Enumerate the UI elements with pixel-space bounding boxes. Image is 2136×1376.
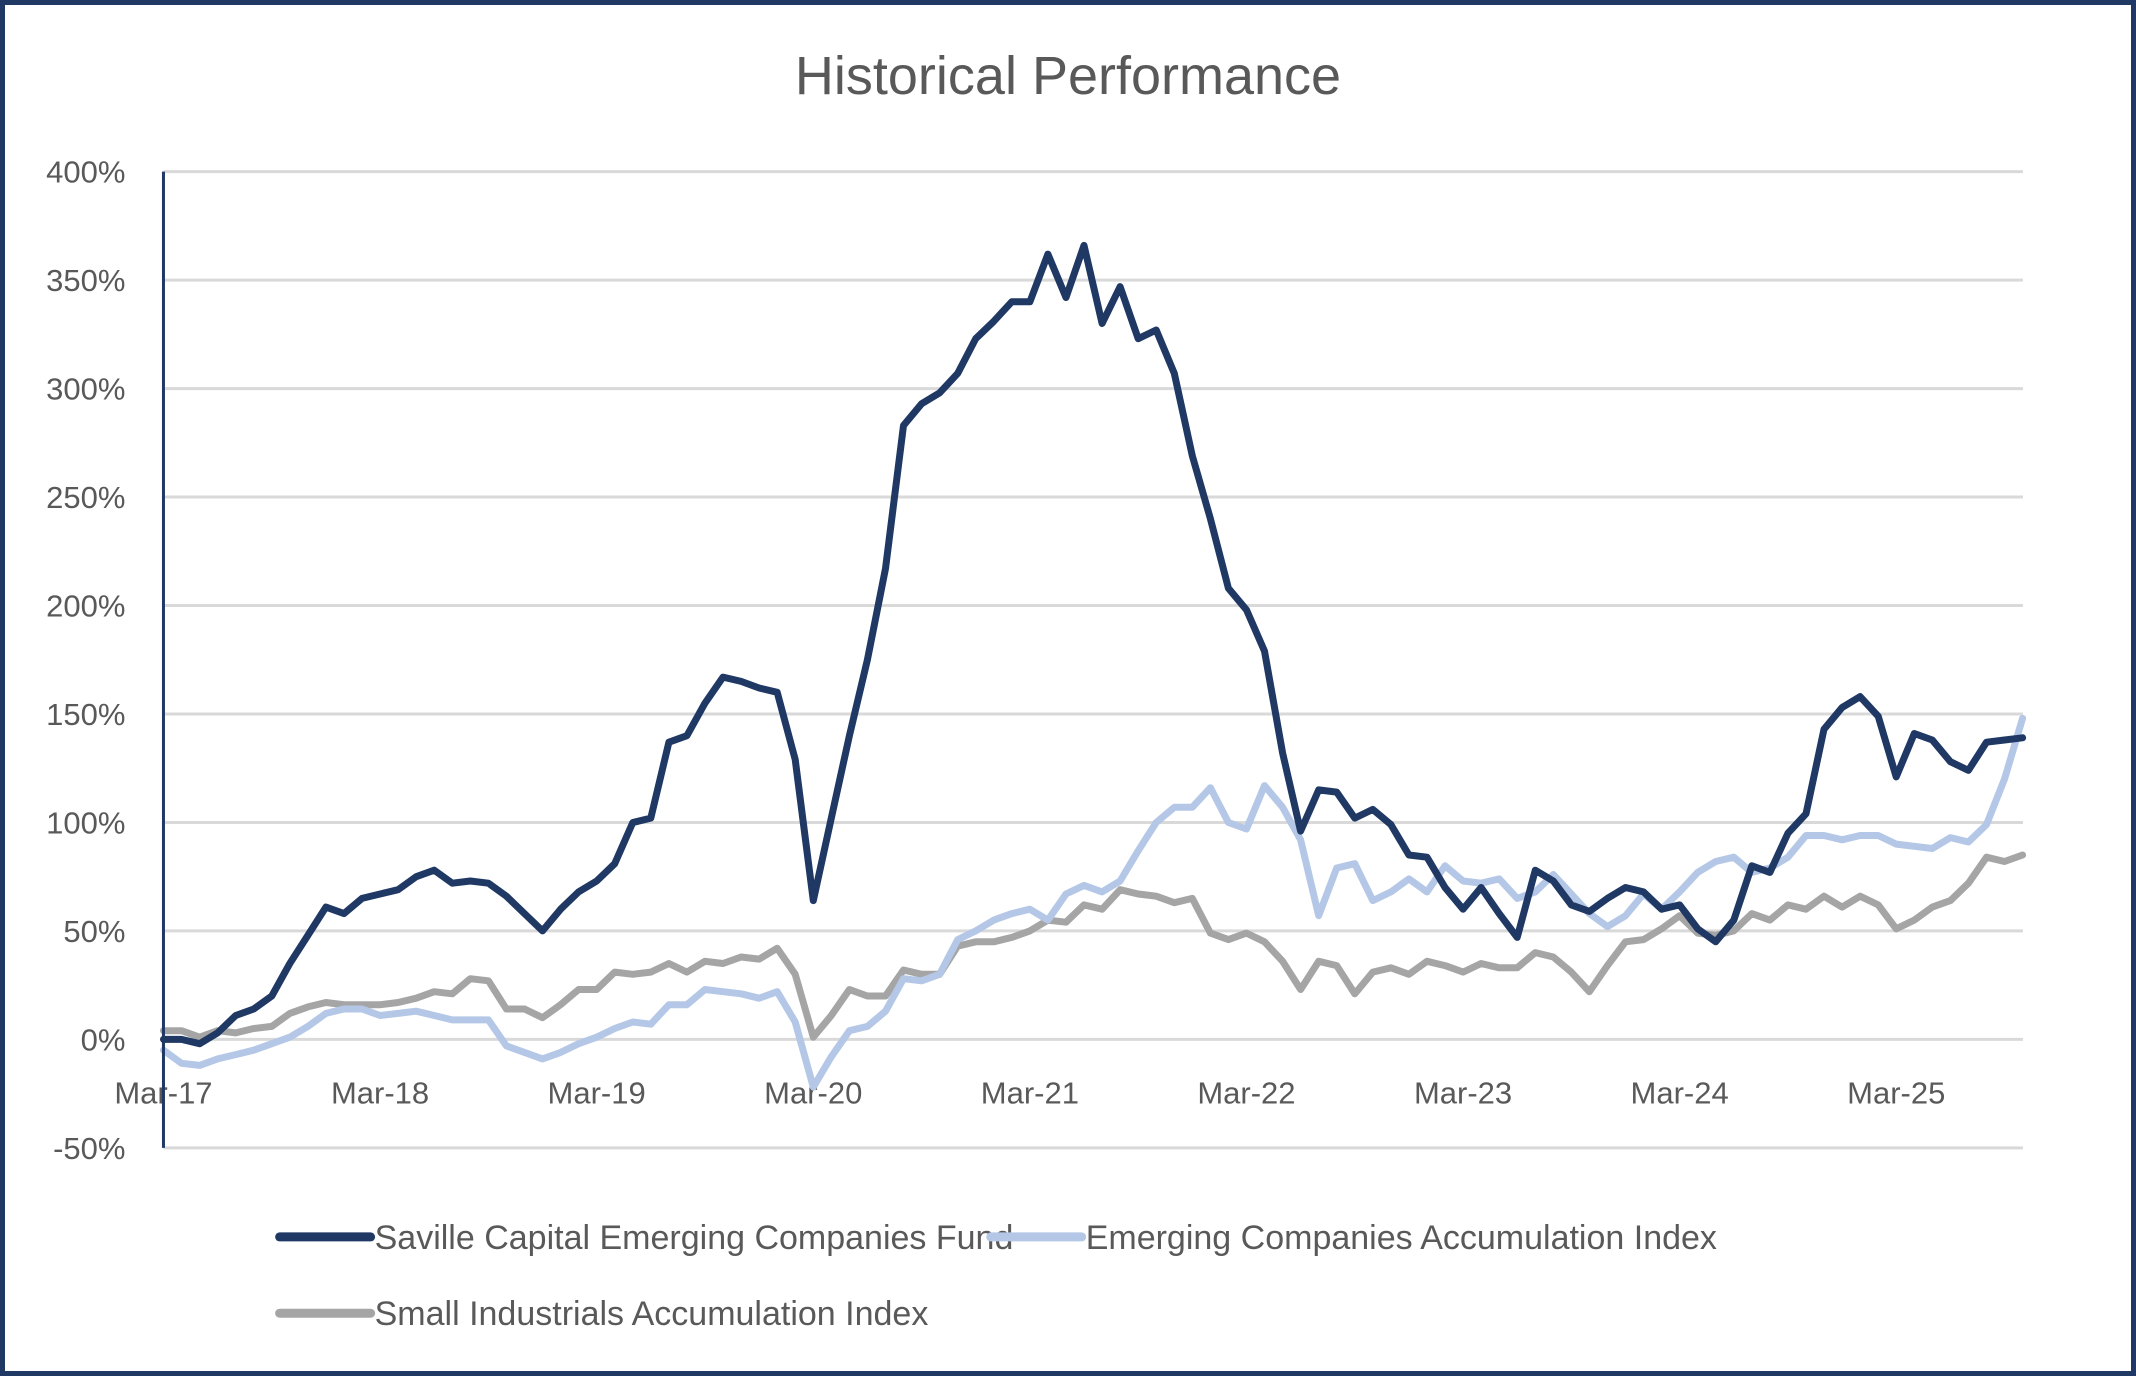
legend: Saville Capital Emerging Companies Fund E… [275, 1219, 1717, 1333]
y-tick-label: 400% [46, 155, 125, 190]
legend-label: Emerging Companies Accumulation Index [1086, 1219, 1717, 1257]
y-tick-label: 250% [46, 480, 125, 515]
series-line-2 [160, 851, 2027, 1041]
x-tick-label: Mar-21 [981, 1075, 1079, 1110]
y-tick-label: 100% [46, 805, 125, 840]
x-axis-tick-labels: Mar-17 Mar-18 Mar-19 Mar-20 Mar-21 Mar-22 Mar-… [114, 1075, 1945, 1110]
x-tick-label: Mar-24 [1631, 1075, 1729, 1110]
series-line-1 [160, 714, 2027, 1091]
gridlines [163, 170, 2023, 1150]
x-tick-label: Mar-23 [1414, 1075, 1512, 1110]
series-line-0 [160, 241, 2027, 1048]
y-tick-label: 150% [46, 697, 125, 732]
y-tick-label: 350% [46, 263, 125, 298]
y-tick-label: 300% [46, 372, 125, 407]
y-axis-tick-labels: -50% 0% 50% 100% 150% 200% 250% 300% 350% 400% [46, 155, 125, 1166]
legend-label: Saville Capital Emerging Companies Fund [375, 1219, 1014, 1257]
x-tick-label: Mar-22 [1197, 1075, 1295, 1110]
chart-title: Historical Performance [795, 46, 1341, 106]
y-tick-label: -50% [53, 1131, 125, 1166]
y-tick-label: 200% [46, 589, 125, 624]
y-tick-label: 0% [81, 1022, 126, 1057]
legend-label: Small Industrials Accumulation Index [375, 1295, 929, 1333]
x-tick-label: Mar-19 [548, 1075, 646, 1110]
y-tick-label: 50% [63, 914, 125, 949]
series-lines [160, 241, 2027, 1091]
x-tick-label: Mar-18 [331, 1075, 429, 1110]
x-tick-label: Mar-25 [1847, 1075, 1945, 1110]
